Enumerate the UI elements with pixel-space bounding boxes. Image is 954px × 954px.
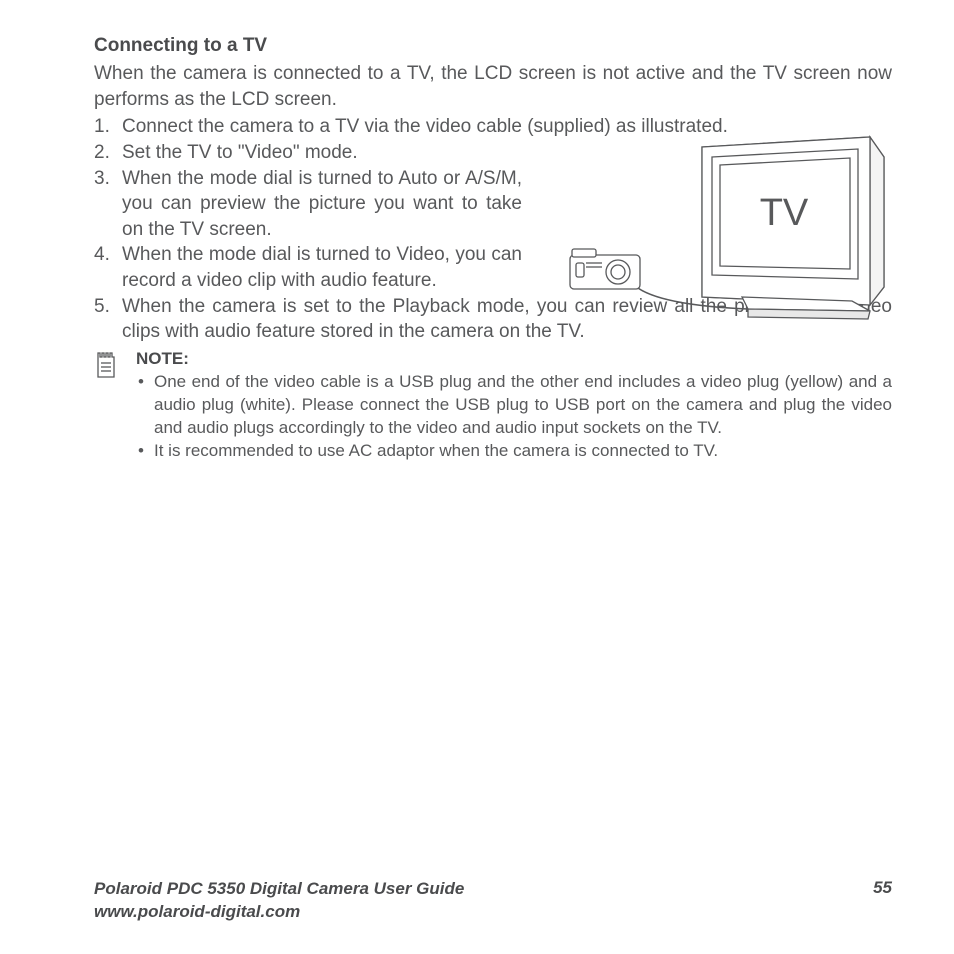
- page-number: 55: [873, 878, 892, 898]
- step-number: 5.: [94, 294, 110, 320]
- footer-url: www.polaroid-digital.com: [94, 901, 464, 924]
- step-number: 4.: [94, 242, 110, 268]
- step-number: 2.: [94, 140, 110, 166]
- note-icon: [94, 351, 118, 384]
- footer-title: Polaroid PDC 5350 Digital Camera User Gu…: [94, 878, 464, 901]
- note-block: NOTE: One end of the video cable is a US…: [136, 349, 892, 463]
- step-number: 3.: [94, 166, 110, 192]
- tv-illustration: TV: [552, 129, 892, 329]
- step-number: 1.: [94, 114, 110, 140]
- section-heading: Connecting to a TV: [94, 35, 892, 57]
- step-text: When the mode dial is turned to Auto or …: [122, 166, 522, 243]
- note-list: One end of the video cable is a USB plug…: [136, 371, 892, 463]
- note-item: One end of the video cable is a USB plug…: [136, 371, 892, 440]
- step-text: Set the TV to "Video" mode.: [122, 140, 522, 166]
- step-text: When the mode dial is turned to Video, y…: [122, 242, 522, 293]
- steps-region: 1. Connect the camera to a TV via the vi…: [62, 114, 892, 345]
- note-label: NOTE:: [136, 349, 892, 369]
- tv-label-text: TV: [760, 192, 809, 234]
- page-footer: Polaroid PDC 5350 Digital Camera User Gu…: [94, 878, 892, 924]
- intro-paragraph: When the camera is connected to a TV, th…: [94, 61, 892, 112]
- note-item: It is recommended to use AC adaptor when…: [136, 440, 892, 463]
